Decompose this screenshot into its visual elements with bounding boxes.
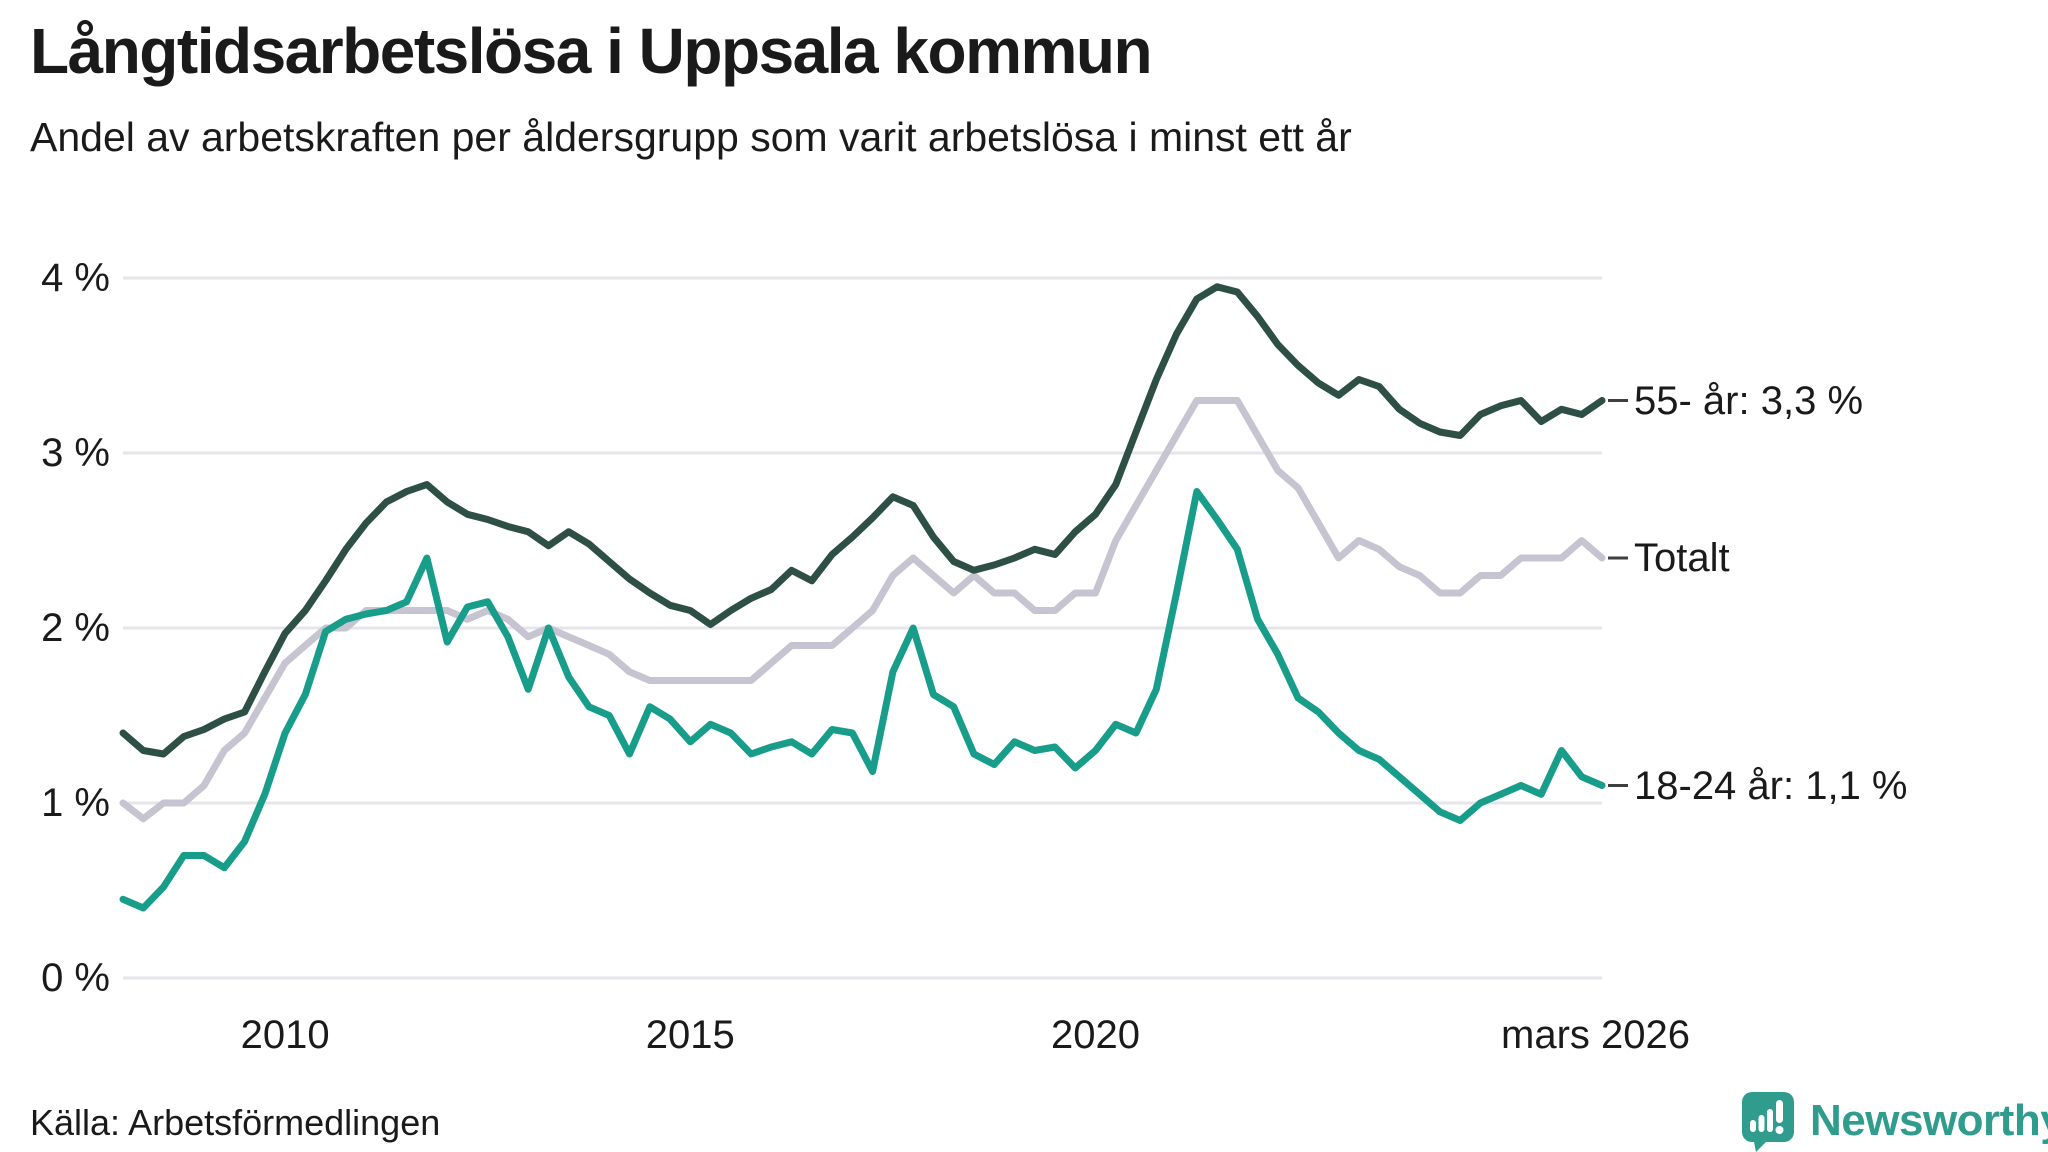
x-axis-tick-label: 2015 (645, 1013, 735, 1057)
series-line-55-r (119, 283, 1606, 758)
y-axis-tick-label: 4 % (41, 256, 110, 300)
series-line-18-24-r (119, 488, 1606, 912)
newsworthy-logo-icon (1742, 1092, 1794, 1152)
series-end-label-totalt: Totalt (1634, 536, 1730, 580)
y-axis-tick-label: 3 % (41, 431, 110, 475)
series-end-label-55: 55- år: 3,3 % (1634, 378, 1864, 423)
source-attribution: Källa: Arbetsförmedlingen (30, 1102, 441, 1143)
x-axis-tick-label: 2010 (240, 1013, 330, 1057)
newsworthy-logo-text: Newsworthy (1810, 1096, 2048, 1145)
x-axis-tick-label: mars 2026 (1501, 1013, 1691, 1057)
series-end-label-18-24: 18-24 år: 1,1 % (1634, 763, 1908, 808)
x-axis-tick-label: 2020 (1050, 1013, 1140, 1057)
y-axis-tick-label: 0 % (41, 956, 110, 1000)
chart-title: Långtidsarbetslösa i Uppsala kommun (30, 15, 1153, 87)
y-axis-tick-label: 1 % (41, 781, 110, 825)
newsworthy-logo: Newsworthy (1738, 1090, 2048, 1152)
chart-subtitle: Andel av arbetskraften per åldersgrupp s… (30, 114, 1352, 160)
y-axis-tick-label: 2 % (41, 606, 110, 650)
